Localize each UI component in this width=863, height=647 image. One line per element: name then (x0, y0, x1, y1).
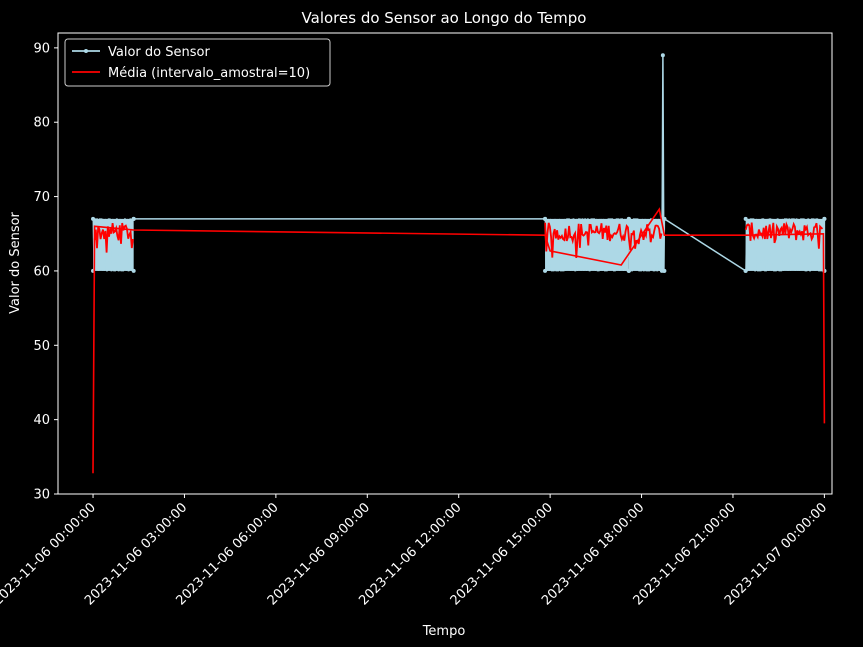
average-noise-1 (544, 222, 663, 258)
chart-title: Valores do Sensor ao Longo do Tempo (302, 9, 587, 27)
sensor-point (662, 216, 667, 221)
sensor-noise-0 (92, 218, 134, 272)
average-line (92, 207, 826, 474)
sensor-point (131, 216, 136, 221)
legend-label: Média (intervalo_amostral=10) (108, 66, 310, 81)
sensor-point (822, 216, 827, 221)
legend-marker (84, 49, 88, 53)
y-tick-label: 90 (33, 41, 50, 56)
series-moving-average (92, 207, 826, 474)
y-tick-label: 60 (33, 264, 50, 279)
sensor-point (543, 268, 548, 273)
plot-frame (57, 32, 833, 495)
y-tick-label: 30 (33, 488, 50, 503)
sensor-noise-2 (628, 218, 664, 272)
legend-label: Valor do Sensor (108, 45, 210, 60)
y-axis-label: Valor do Sensor (8, 211, 23, 313)
y-tick-label: 80 (33, 116, 50, 131)
sensor-point (626, 268, 631, 273)
average-noise-0 (93, 222, 134, 253)
legend: Valor do Sensor Média (intervalo_amostral… (64, 38, 331, 87)
sensor-point (543, 216, 548, 221)
x-axis-label: Tempo (422, 624, 466, 639)
sensor-point (626, 216, 631, 221)
y-tick-label: 50 (33, 339, 50, 354)
sensor-point (661, 268, 666, 273)
y-tick-label: 40 (33, 413, 50, 428)
sensor-point (743, 268, 748, 273)
y-tick-label: 70 (33, 190, 50, 205)
legend-box (64, 38, 331, 87)
sensor-point (131, 268, 136, 273)
sensor-point (91, 216, 96, 221)
sensor-noise-1 (544, 218, 630, 272)
sensor-point (743, 216, 748, 221)
sensor-point (660, 53, 665, 58)
sensor-noise-3 (745, 218, 824, 272)
